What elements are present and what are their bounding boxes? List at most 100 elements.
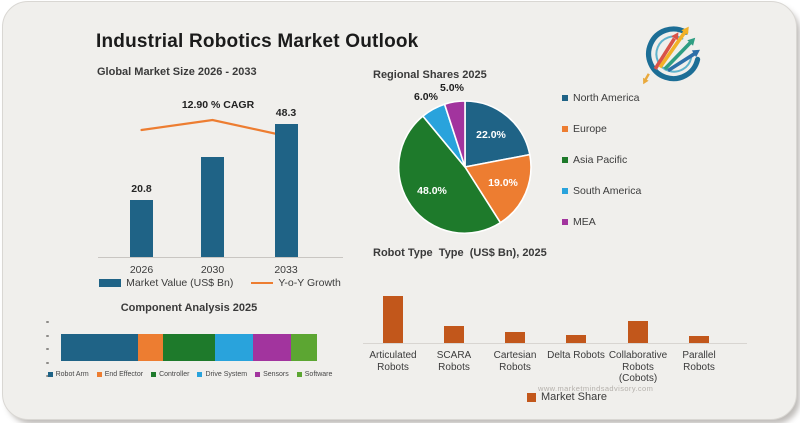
legend-item-drive-system: Drive System xyxy=(197,371,247,378)
component-chart-title: Component Analysis 2025 xyxy=(120,302,258,314)
component-segment-end-effector xyxy=(137,334,164,361)
market-share-swatch xyxy=(527,392,536,402)
component-segment-sensors xyxy=(252,334,292,361)
robot-type-label-scara-robots: SCARA Robots xyxy=(436,350,472,373)
legend-item-controller: Controller xyxy=(151,371,189,378)
legend-item-south-america: South America xyxy=(562,185,641,197)
mea-swatch xyxy=(562,219,568,225)
legend-item-europe: Europe xyxy=(562,123,641,135)
robot-type-bar-articulated-robots xyxy=(383,296,403,343)
market-size-bar-2026 xyxy=(130,200,153,257)
robot-type-bar-collaborative-robots-cobots xyxy=(628,321,648,343)
legend-item-sensors: Sensors xyxy=(255,371,289,378)
end-effector-swatch xyxy=(96,372,102,377)
pie-label-north-america: 22.0% xyxy=(476,129,506,141)
legend-label: Sensors xyxy=(263,371,289,378)
robot-type-x-axis xyxy=(363,343,747,344)
logo-arrow-yellow xyxy=(658,26,689,69)
robot-type-label-parallel-robots: Parallel Robots xyxy=(682,350,716,373)
market-minds-logo xyxy=(643,26,701,85)
market-size-legend: Market Value (US$ Bn) Y-o-Y Growth xyxy=(95,277,345,289)
component-stacked-bar xyxy=(61,334,317,361)
asia-pacific-swatch xyxy=(562,157,568,163)
robot-type-chart-title: Robot Type Type (US$ Bn), 2025 xyxy=(373,247,547,259)
x-tick-2033: 2033 xyxy=(274,264,298,276)
logo-swoosh xyxy=(646,26,701,82)
value-label-2033: 48.3 xyxy=(275,107,297,119)
legend-label: North America xyxy=(573,92,640,104)
x-tick-2030: 2030 xyxy=(200,264,225,276)
robot-type-chart xyxy=(363,296,747,344)
pie-slice-mea xyxy=(443,100,466,168)
market-size-bar-2033 xyxy=(274,124,298,257)
robot-arm-swatch xyxy=(47,372,53,377)
market-size-x-axis xyxy=(98,257,343,258)
market-size-chart-title: Global Market Size 2026 - 2033 xyxy=(97,66,257,78)
controller-swatch xyxy=(151,372,157,377)
legend-item-market-share: Market Share xyxy=(527,391,607,403)
component-legend: Robot Arm End Effector Controller Drive Sys… xyxy=(42,371,338,378)
drive-system-swatch xyxy=(197,372,203,377)
logo-arrow-blue xyxy=(667,49,700,73)
legend-item-y-o-y-growth: Y-o-Y Growth xyxy=(251,277,341,289)
robot-type-label-delta-robots: Delta Robots xyxy=(547,350,605,361)
robot-type-bar-cartesian-robots xyxy=(505,332,525,343)
pie-label-europe: 19.0% xyxy=(488,177,518,189)
legend-item-end-effector: End Effector xyxy=(96,371,144,378)
page-title: Industrial Robotics Market Outlook xyxy=(96,31,419,52)
regional-shares-legend: North America Europe Asia Pacific South Ame… xyxy=(562,92,641,228)
value-label-2026: 20.8 xyxy=(131,183,152,195)
market-value-us-bn-swatch xyxy=(99,279,122,287)
y-o-y-growth-line-marker xyxy=(251,281,274,285)
robot-type-label-collaborative-robots-cobots: Collaborative Robots (Cobots) xyxy=(608,350,668,384)
robot-type-legend: Market Share xyxy=(527,391,607,403)
legend-item-mea: MEA xyxy=(562,216,641,228)
legend-label: Asia Pacific xyxy=(573,154,628,166)
pie-label-south-america: 6.0% xyxy=(414,91,438,103)
component-segment-robot-arm xyxy=(61,334,138,361)
south-america-swatch xyxy=(562,188,568,194)
legend-item-north-america: North America xyxy=(562,92,641,104)
regional-shares-pie: 22.0% 19.0% 48.0% 6.0% 5.0% xyxy=(385,82,545,247)
component-segment-controller xyxy=(163,334,215,361)
legend-label: South America xyxy=(573,185,642,197)
robot-type-bar-delta-robots xyxy=(566,335,586,343)
legend-label: Europe xyxy=(573,123,607,135)
cagr-annotation: 12.90 % CAGR xyxy=(181,99,255,111)
pie-label-mea: 5.0% xyxy=(440,82,464,94)
legend-item-software: Software xyxy=(296,371,333,378)
north-america-swatch xyxy=(562,95,568,101)
pie-slice-asia-pacific xyxy=(397,115,502,234)
legend-label: Robot Arm xyxy=(55,371,89,378)
robot-type-label-cartesian-robots: Cartesian Robots xyxy=(493,350,537,373)
logo-arrow-green xyxy=(663,37,696,71)
x-tick-2026: 2026 xyxy=(129,264,154,276)
robot-type-bar-parallel-robots xyxy=(689,336,709,343)
component-segment-software xyxy=(291,334,317,361)
legend-item-robot-arm: Robot Arm xyxy=(47,371,89,378)
robot-type-category-labels: Articulated Robots SCARA Robots Cartesian … xyxy=(363,350,747,392)
legend-label: Y-o-Y Growth xyxy=(278,277,341,289)
pie-svg xyxy=(397,100,532,234)
europe-swatch xyxy=(562,126,568,132)
yoy-growth-line xyxy=(140,118,288,138)
legend-label: MEA xyxy=(573,216,596,228)
pie-slice-europe xyxy=(464,153,532,224)
pie-slice-north-america xyxy=(464,100,531,168)
legend-item-market-value-us-bn: Market Value (US$ Bn) xyxy=(99,277,233,289)
pie-label-asia-pacific: 48.0% xyxy=(417,185,447,197)
legend-label: End Effector xyxy=(104,371,144,378)
regional-shares-title: Regional Shares 2025 xyxy=(373,69,487,81)
clipped-axis-label xyxy=(46,321,50,377)
robot-type-label-articulated-robots: Articulated Robots xyxy=(369,350,417,373)
market-size-chart: 12.90 % CAGR 20.8 2026 2030 48.3 2033 xyxy=(95,92,345,276)
legend-label: Market Share xyxy=(541,391,608,403)
legend-label: Controller xyxy=(159,371,190,378)
legend-label: Software xyxy=(304,371,333,378)
market-size-bar-2030 xyxy=(201,157,224,257)
robot-type-bar-scara-robots xyxy=(444,326,464,343)
logo-arrow-red xyxy=(653,32,679,70)
legend-label: Market Value (US$ Bn) xyxy=(126,277,234,289)
component-segment-drive-system xyxy=(214,334,253,361)
